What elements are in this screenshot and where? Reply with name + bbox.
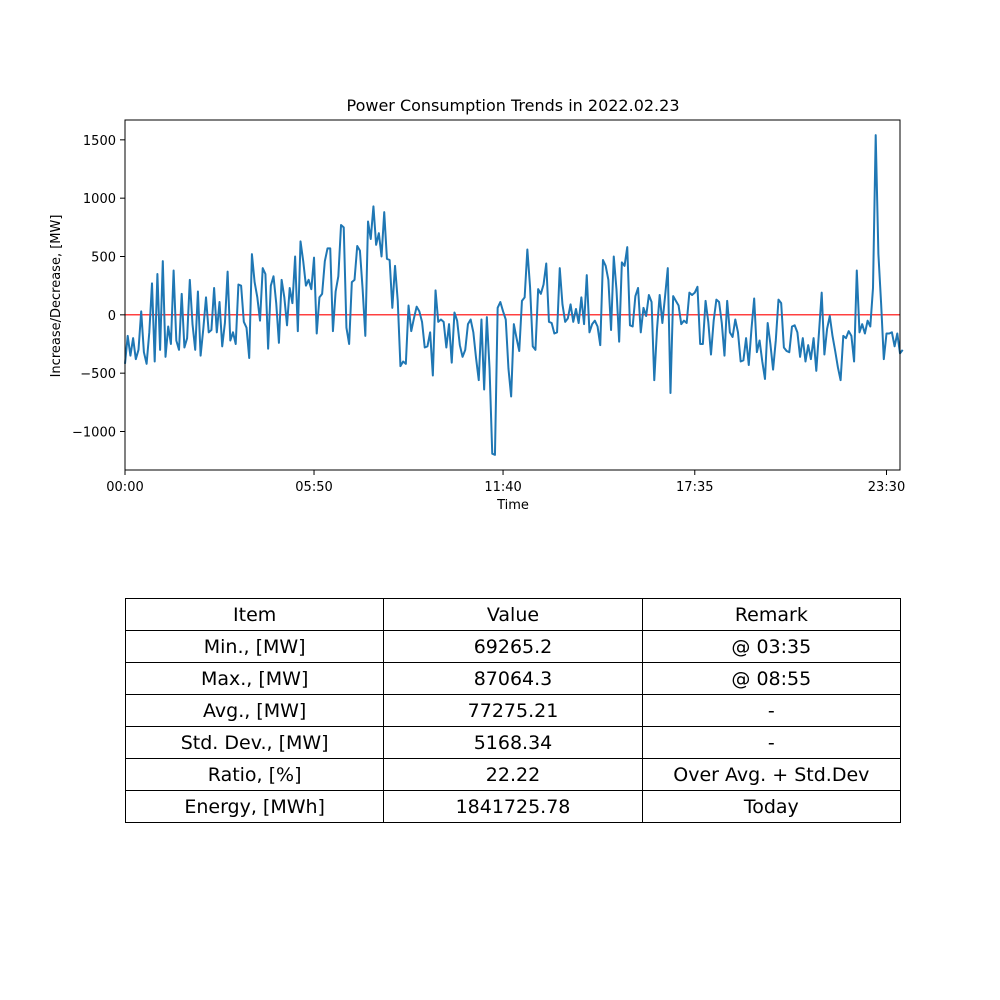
table-row: Std. Dev., [MW] 5168.34 -: [124, 726, 902, 759]
plot-frame: [124, 119, 901, 471]
table-row: Min., [MW] 69265.2 @ 03:35: [124, 630, 902, 663]
plot-area: 00:00 05:50 11:40 17:35 23:30 1500 1000 500 0 −50…: [72, 119, 905, 495]
cell-value: 69265.2: [383, 630, 643, 663]
cell-remark: Today: [641, 790, 902, 823]
x-axis-title: Time: [496, 498, 529, 513]
cell-remark: @ 03:35: [641, 630, 902, 663]
line-chart: Power Consumption Trends in 2022.02.23 0…: [49, 96, 905, 513]
cell-item: Max., [MW]: [124, 662, 385, 695]
cell-item: Min., [MW]: [124, 630, 385, 663]
y-tick-label: −1000: [72, 426, 116, 441]
y-tick-label: 0: [108, 309, 116, 324]
cell-item: Avg., [MW]: [124, 694, 385, 727]
cell-value: 87064.3: [383, 662, 643, 695]
cell-remark: Over Avg. + Std.Dev: [641, 758, 902, 791]
table-row: Avg., [MW] 77275.21 -: [124, 694, 902, 727]
x-tick-label: 17:35: [676, 480, 713, 495]
y-axis-title: Increase/Decrease, [MW]: [49, 215, 64, 378]
cell-value: 1841725.78: [383, 790, 643, 823]
cell-value: 5168.34: [383, 726, 643, 759]
table-header-row: Item Value Remark: [124, 598, 902, 631]
cell-value: 22.22: [383, 758, 643, 791]
cell-item: Std. Dev., [MW]: [124, 726, 385, 759]
cell-remark: -: [641, 694, 902, 727]
y-tick-label: −500: [80, 367, 116, 382]
table-row: Energy, [MWh] 1841725.78 Today: [124, 790, 902, 823]
header-remark: Remark: [641, 598, 902, 631]
y-tick-label: 1000: [83, 192, 116, 207]
x-tick-label: 00:00: [106, 480, 143, 495]
statistics-table: Item Value Remark Min., [MW] 69265.2 @ 0…: [124, 598, 902, 823]
y-tick-label: 500: [91, 251, 116, 266]
header-value: Value: [383, 598, 643, 631]
series-line-0: [124, 134, 904, 456]
x-tick-label: 11:40: [484, 480, 521, 495]
cell-remark: -: [641, 726, 902, 759]
table-row: Ratio, [%] 22.22 Over Avg. + Std.Dev: [124, 758, 902, 791]
header-item: Item: [124, 598, 385, 631]
cell-item: Ratio, [%]: [124, 758, 385, 791]
table-row: Max., [MW] 87064.3 @ 08:55: [124, 662, 902, 695]
chart-title: Power Consumption Trends in 2022.02.23: [346, 96, 679, 115]
cell-remark: @ 08:55: [641, 662, 902, 695]
x-tick-label: 05:50: [295, 480, 332, 495]
x-tick-label: 23:30: [868, 480, 905, 495]
cell-value: 77275.21: [383, 694, 643, 727]
cell-item: Energy, [MWh]: [124, 790, 385, 823]
y-tick-label: 1500: [83, 134, 116, 149]
